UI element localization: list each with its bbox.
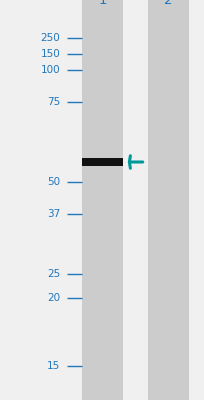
Text: 20: 20 <box>47 293 60 303</box>
Text: 100: 100 <box>41 65 60 75</box>
Bar <box>82 158 122 166</box>
Bar <box>82 0 122 400</box>
Text: 75: 75 <box>47 97 60 107</box>
Text: 15: 15 <box>47 361 60 371</box>
Text: 250: 250 <box>41 33 60 43</box>
Bar <box>147 0 188 400</box>
Text: 37: 37 <box>47 209 60 219</box>
Text: 2: 2 <box>163 0 172 7</box>
Text: 50: 50 <box>47 177 60 187</box>
Text: 25: 25 <box>47 269 60 279</box>
Text: 150: 150 <box>41 49 60 59</box>
Text: 1: 1 <box>98 0 106 7</box>
